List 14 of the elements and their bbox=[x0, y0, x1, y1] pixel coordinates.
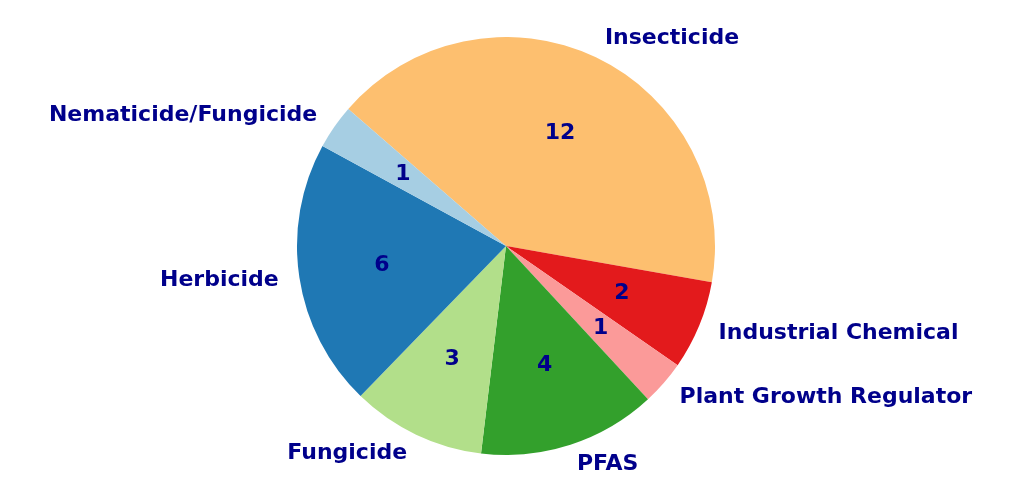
slice-label: PFAS bbox=[576, 450, 639, 476]
slice-label: Industrial Chemical bbox=[718, 319, 959, 345]
data-label: 3 bbox=[444, 344, 460, 370]
data-label: 4 bbox=[537, 351, 553, 376]
slice-label: Insecticide bbox=[604, 24, 740, 50]
data-label: 1 bbox=[592, 313, 609, 339]
slice-label: Nematicide/Fungicide bbox=[48, 100, 318, 126]
slice-label: Herbicide bbox=[159, 266, 279, 292]
data-label: 1 bbox=[395, 160, 411, 186]
slice-label: Plant Growth Regulator bbox=[679, 382, 973, 408]
data-label: 12 bbox=[544, 118, 576, 144]
data-label: 6 bbox=[374, 250, 390, 276]
slice-label: Fungicide bbox=[287, 439, 408, 465]
data-label: 2 bbox=[614, 279, 630, 305]
